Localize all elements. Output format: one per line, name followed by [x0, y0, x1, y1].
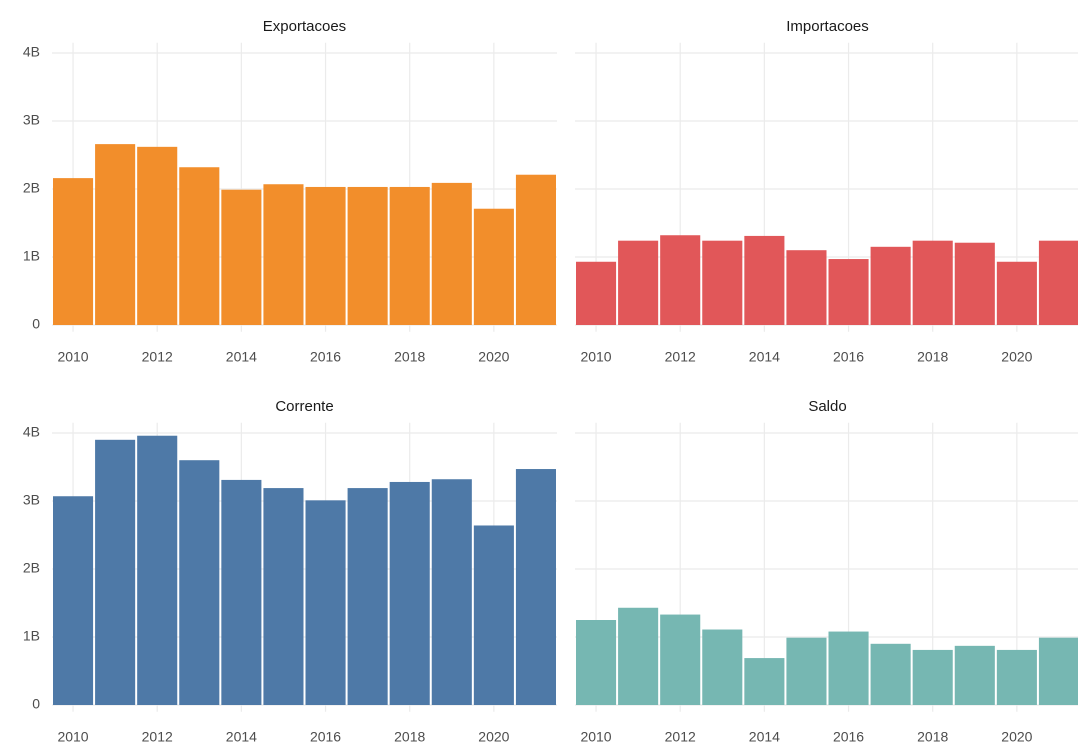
- bar: [660, 235, 701, 325]
- y-tick-label: 4B: [23, 424, 40, 440]
- x-tick-label: 2014: [749, 349, 780, 365]
- strip-title: Importacoes: [786, 18, 869, 35]
- bar: [221, 479, 262, 705]
- bar: [702, 629, 743, 705]
- bar: [179, 167, 220, 325]
- bar: [786, 637, 827, 705]
- x-tick-label: 2012: [665, 729, 696, 745]
- bar: [515, 174, 556, 325]
- bar: [912, 649, 953, 705]
- bar: [576, 261, 617, 325]
- x-tick-label: 2010: [57, 729, 88, 745]
- y-tick-label: 4B: [23, 44, 40, 60]
- x-tick-label: 2018: [917, 729, 948, 745]
- y-tick-label: 0: [32, 696, 40, 712]
- y-tick-label: 1B: [23, 248, 40, 264]
- x-tick-label: 2014: [226, 729, 257, 745]
- x-tick-label: 2018: [917, 349, 948, 365]
- bar: [744, 658, 785, 705]
- bar: [305, 500, 346, 705]
- bar: [389, 481, 430, 705]
- bar: [305, 186, 346, 325]
- x-tick-label: 2016: [310, 729, 341, 745]
- bar: [473, 208, 514, 325]
- bar: [954, 242, 995, 325]
- bar: [221, 189, 262, 325]
- x-tick-label: 2012: [142, 729, 173, 745]
- bar: [347, 488, 388, 705]
- bar: [954, 645, 995, 705]
- bar: [702, 240, 743, 325]
- y-tick-label: 3B: [23, 492, 40, 508]
- x-tick-label: 2010: [580, 349, 611, 365]
- strip-title: Exportacoes: [263, 18, 346, 35]
- bar: [473, 525, 514, 705]
- bar: [137, 146, 178, 325]
- y-tick-label: 3B: [23, 112, 40, 128]
- y-tick-label: 2B: [23, 180, 40, 196]
- x-tick-label: 2020: [1001, 729, 1032, 745]
- bar: [618, 240, 659, 325]
- bar: [515, 469, 556, 705]
- bar: [996, 649, 1037, 705]
- bar: [1038, 240, 1078, 325]
- y-tick-label: 0: [32, 316, 40, 332]
- x-tick-label: 2016: [310, 349, 341, 365]
- bar: [263, 488, 304, 705]
- x-tick-label: 2012: [665, 349, 696, 365]
- bar: [1038, 637, 1078, 705]
- x-tick-label: 2016: [833, 349, 864, 365]
- x-tick-label: 2020: [1001, 349, 1032, 365]
- x-tick-label: 2014: [749, 729, 780, 745]
- y-tick-label: 2B: [23, 560, 40, 576]
- bar: [53, 178, 94, 325]
- bar: [828, 259, 869, 325]
- bar: [660, 614, 701, 705]
- strip-title: Saldo: [808, 398, 846, 415]
- bar: [870, 643, 911, 705]
- x-tick-label: 2016: [833, 729, 864, 745]
- bar: [431, 182, 472, 325]
- bar: [95, 144, 136, 325]
- bar: [618, 607, 659, 705]
- x-tick-label: 2020: [478, 729, 509, 745]
- bar: [53, 496, 94, 705]
- bar: [870, 246, 911, 325]
- bar: [347, 186, 388, 325]
- bar: [179, 460, 220, 705]
- x-tick-label: 2012: [142, 349, 173, 365]
- x-tick-label: 2010: [580, 729, 611, 745]
- x-tick-label: 2018: [394, 729, 425, 745]
- x-tick-label: 2010: [57, 349, 88, 365]
- bar: [744, 235, 785, 325]
- bar: [996, 261, 1037, 325]
- bar: [389, 186, 430, 325]
- bar: [263, 184, 304, 325]
- strip-title: Corrente: [275, 398, 333, 415]
- x-tick-label: 2020: [478, 349, 509, 365]
- x-tick-label: 2014: [226, 349, 257, 365]
- bar: [912, 240, 953, 325]
- bar: [576, 620, 617, 705]
- bar: [786, 250, 827, 325]
- bar: [95, 439, 136, 705]
- bar: [137, 435, 178, 705]
- bar: [828, 631, 869, 705]
- x-tick-label: 2018: [394, 349, 425, 365]
- bar: [431, 479, 472, 705]
- y-tick-label: 1B: [23, 628, 40, 644]
